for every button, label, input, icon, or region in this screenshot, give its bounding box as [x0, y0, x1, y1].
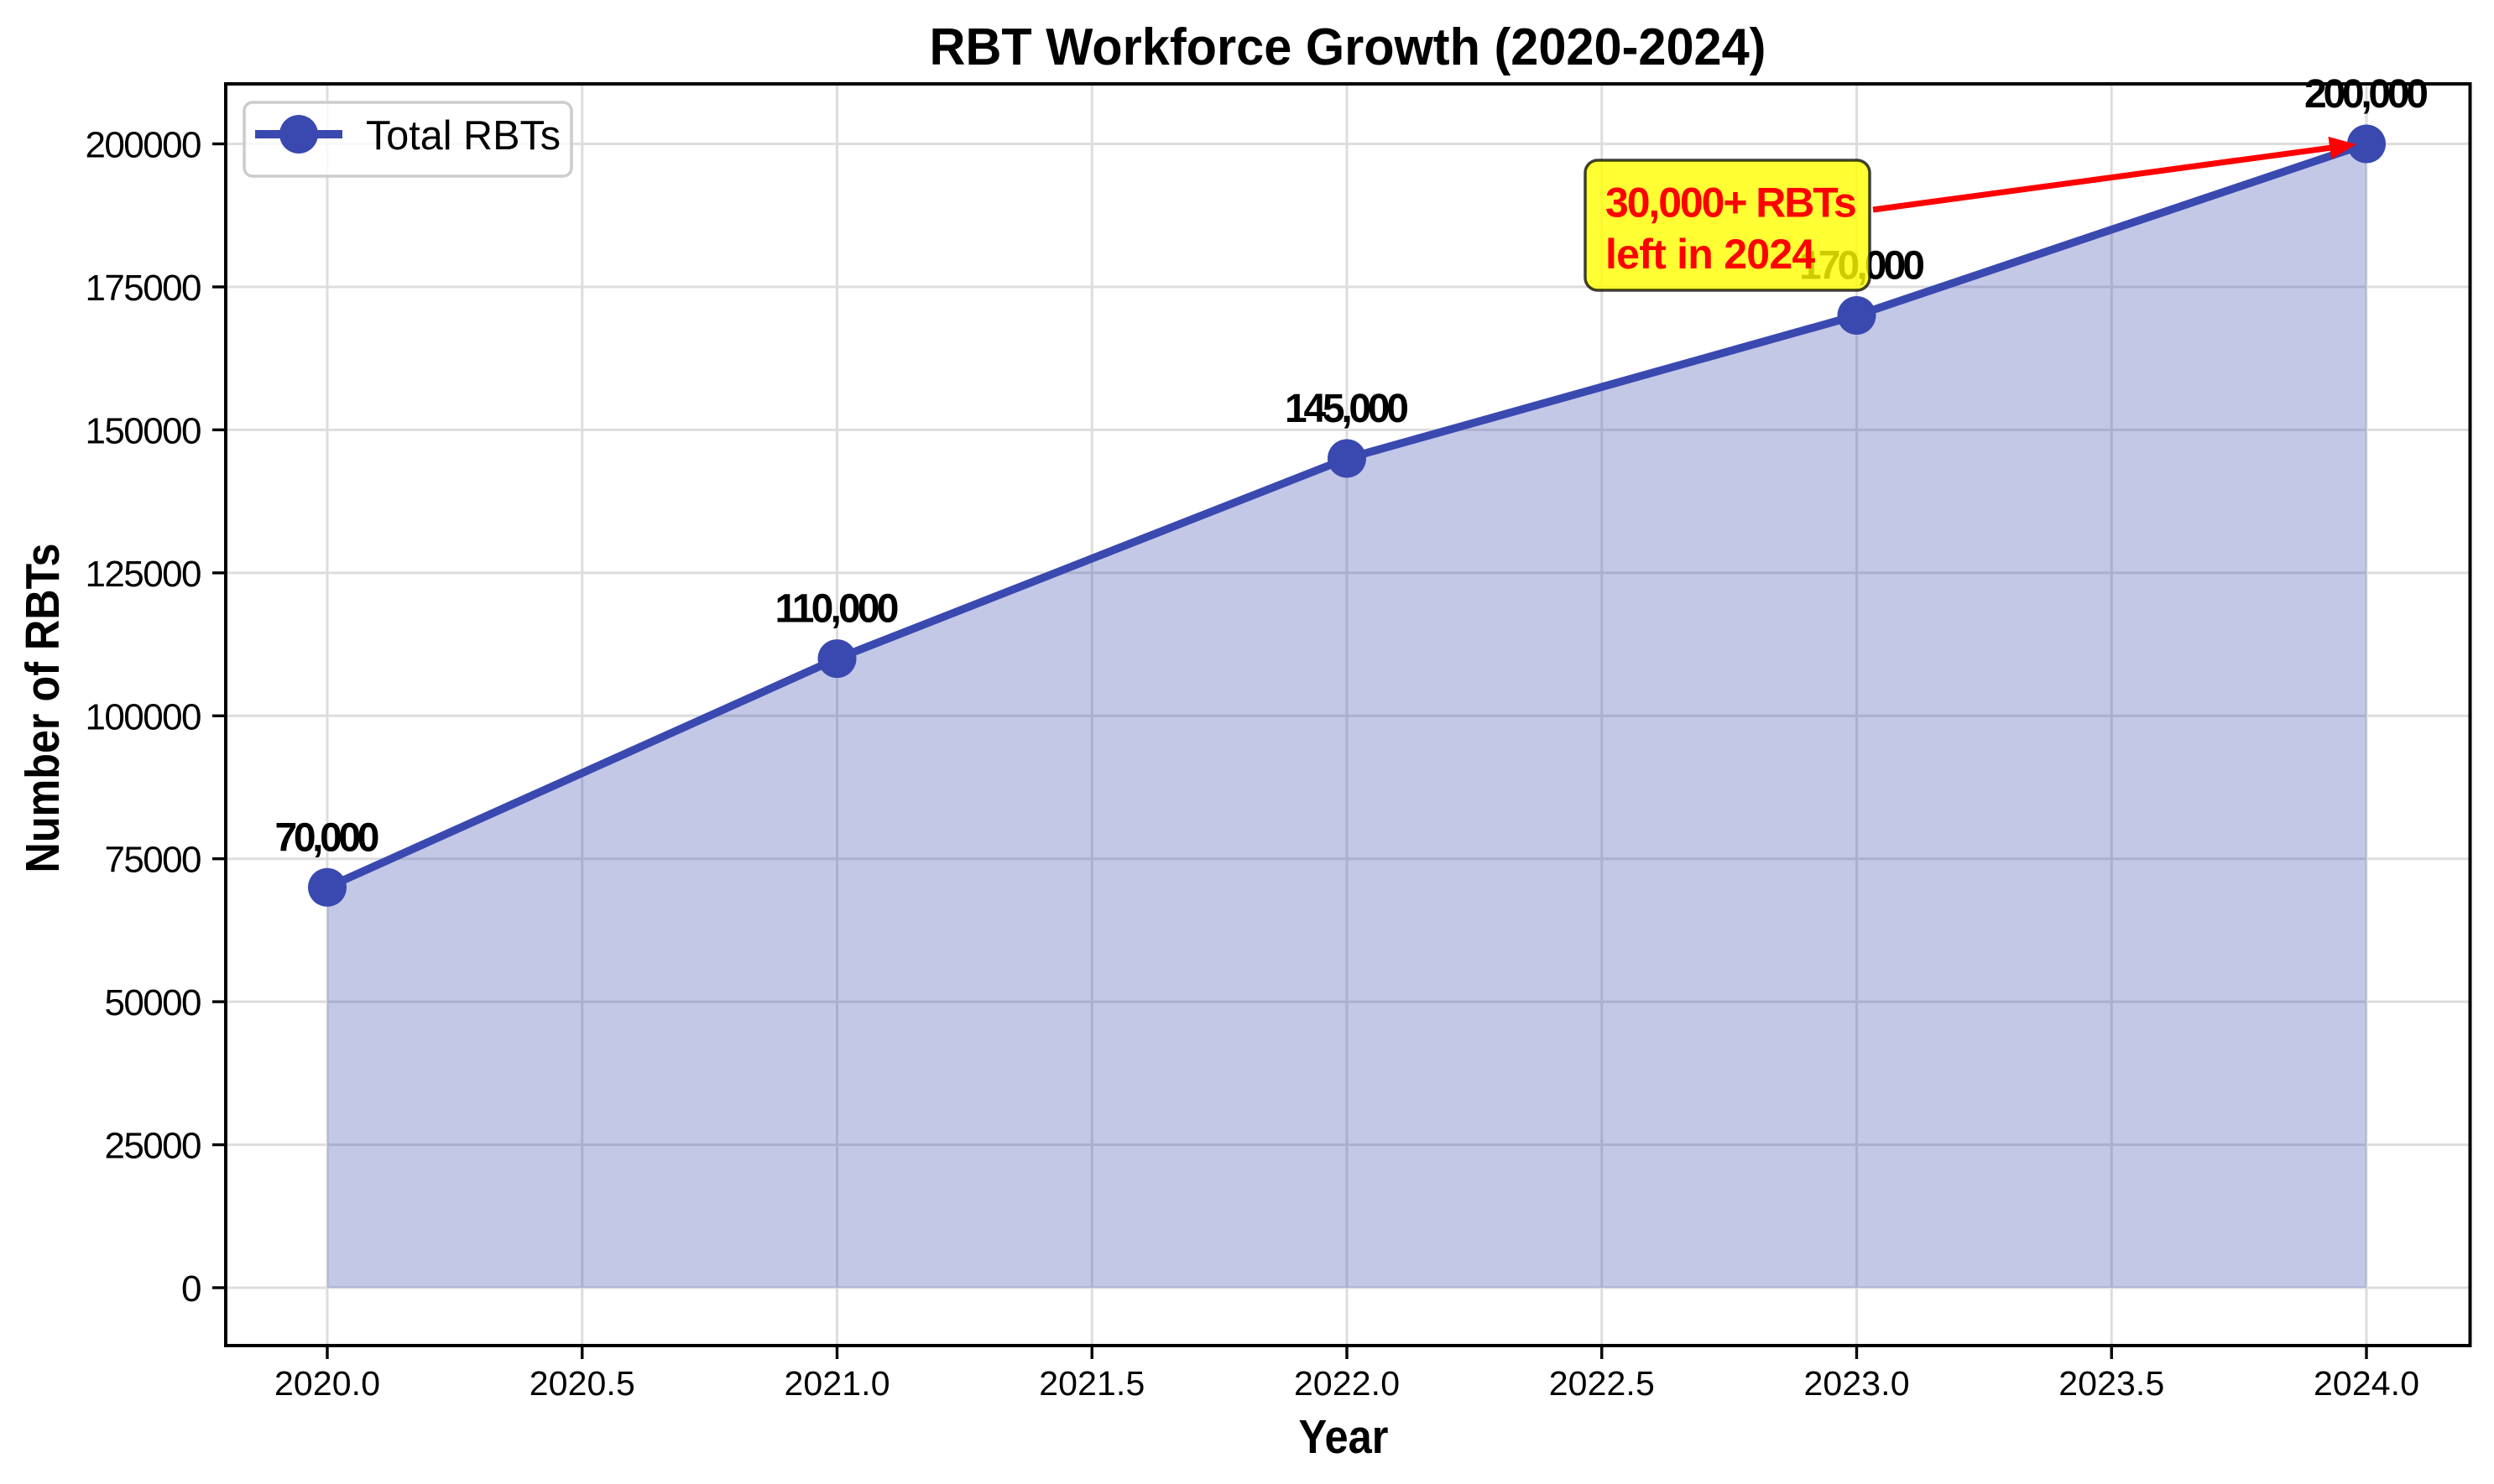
- svg-text:125000: 125000: [86, 554, 202, 595]
- svg-text:110,000: 110,000: [775, 587, 900, 632]
- svg-text:0: 0: [181, 1268, 201, 1310]
- svg-text:left in 2024: left in 2024: [1605, 231, 1815, 278]
- svg-text:175000: 175000: [86, 268, 202, 309]
- svg-text:2020.0: 2020.0: [274, 1364, 380, 1403]
- svg-text:200000: 200000: [86, 125, 202, 166]
- svg-text:50000: 50000: [105, 982, 202, 1023]
- svg-text:2022.0: 2022.0: [1294, 1364, 1400, 1403]
- svg-text:150000: 150000: [86, 410, 202, 451]
- svg-text:2022.5: 2022.5: [1549, 1364, 1655, 1403]
- svg-text:2024.0: 2024.0: [2314, 1364, 2419, 1403]
- svg-text:200,000: 200,000: [2304, 72, 2429, 117]
- svg-text:25000: 25000: [105, 1126, 202, 1167]
- svg-text:30,000+ RBTs: 30,000+ RBTs: [1605, 180, 1855, 227]
- svg-text:145,000: 145,000: [1285, 387, 1409, 431]
- svg-text:2021.0: 2021.0: [785, 1364, 890, 1403]
- svg-text:70,000: 70,000: [275, 815, 380, 860]
- svg-text:2023.5: 2023.5: [2058, 1364, 2164, 1403]
- svg-text:2021.5: 2021.5: [1039, 1364, 1145, 1403]
- svg-text:100000: 100000: [86, 696, 202, 737]
- svg-text:2023.0: 2023.0: [1804, 1364, 1910, 1403]
- svg-text:RBT Workforce Growth (2020-202: RBT Workforce Growth (2020-2024): [930, 18, 1766, 76]
- svg-text:75000: 75000: [105, 840, 202, 881]
- svg-text:Year: Year: [1299, 1410, 1389, 1464]
- svg-text:2020.5: 2020.5: [530, 1364, 635, 1403]
- svg-text:Total RBTs: Total RBTs: [366, 113, 561, 159]
- svg-text:Number of RBTs: Number of RBTs: [16, 544, 70, 873]
